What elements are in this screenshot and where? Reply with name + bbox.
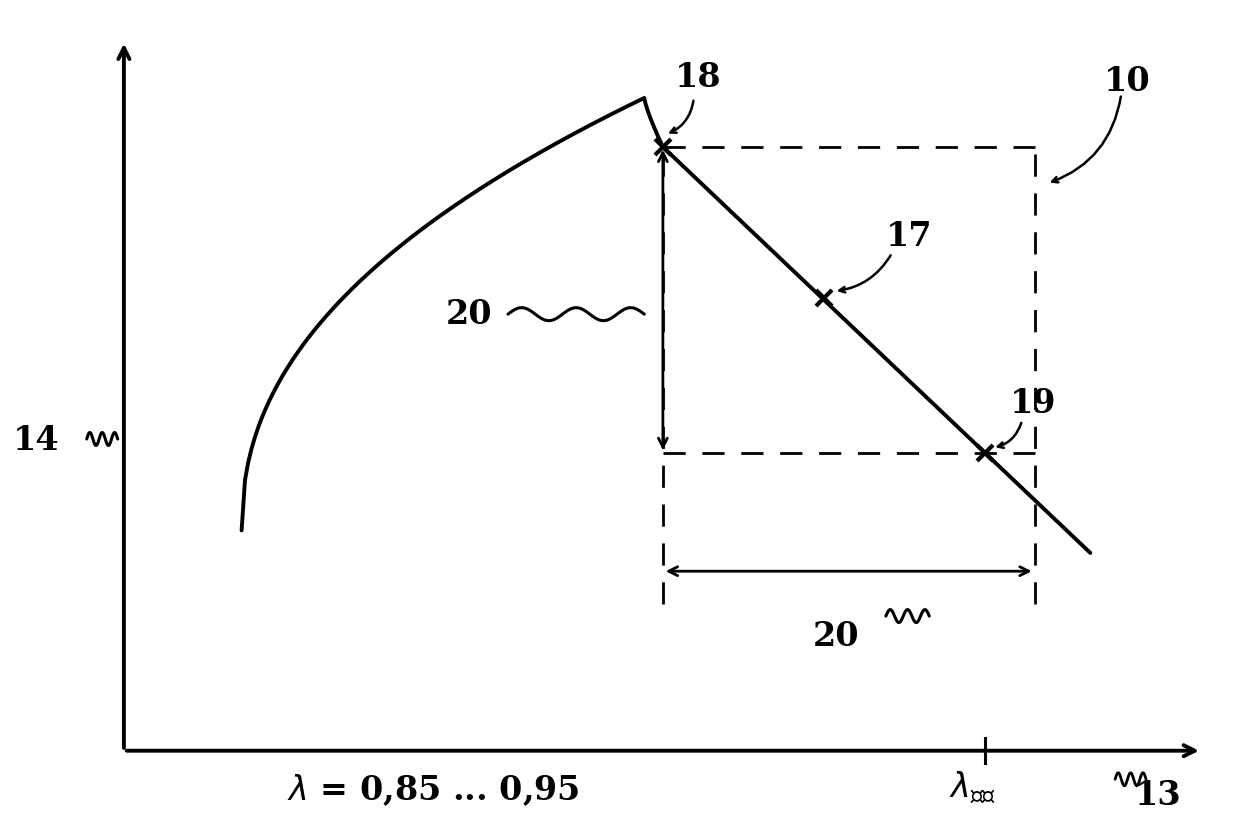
Text: $\lambda$ = 0,85 ... 0,95: $\lambda$ = 0,85 ... 0,95 bbox=[287, 772, 580, 808]
Text: 19: 19 bbox=[1010, 388, 1057, 420]
Text: 20: 20 bbox=[446, 298, 493, 330]
Text: 14: 14 bbox=[12, 424, 59, 457]
Text: 17: 17 bbox=[886, 220, 933, 253]
Text: 20: 20 bbox=[813, 620, 860, 653]
Text: 10: 10 bbox=[1104, 65, 1151, 98]
Text: 13: 13 bbox=[1135, 779, 1182, 812]
Text: $\lambda_{\mathbf{最大}}$: $\lambda_{\mathbf{最大}}$ bbox=[949, 769, 996, 808]
Text: 18: 18 bbox=[675, 61, 722, 94]
